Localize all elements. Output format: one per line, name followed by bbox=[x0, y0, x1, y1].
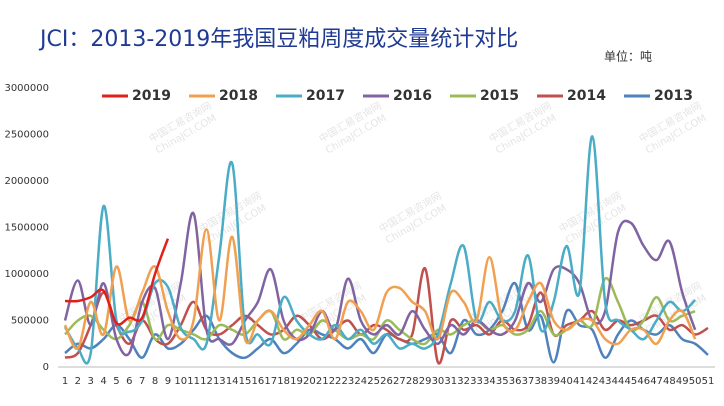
x-tick-label: 16 bbox=[252, 376, 265, 387]
x-tick-label: 43 bbox=[599, 376, 612, 387]
x-tick-label: 41 bbox=[573, 376, 586, 387]
x-tick-label: 4 bbox=[100, 376, 106, 387]
x-tick-label: 9 bbox=[165, 376, 171, 387]
series-line bbox=[63, 228, 697, 350]
x-tick-label: 28 bbox=[406, 376, 419, 387]
x-tick-label: 13 bbox=[213, 376, 226, 387]
legend-label: 2015 bbox=[480, 88, 519, 104]
x-tick-label: 44 bbox=[612, 376, 625, 387]
x-tick-label: 39 bbox=[547, 376, 560, 387]
x-tick-label: 51 bbox=[702, 376, 715, 387]
x-tick-label: 7 bbox=[139, 376, 145, 387]
x-tick-label: 42 bbox=[586, 376, 599, 387]
y-tick-label: 0 bbox=[43, 362, 49, 373]
x-tick-label: 21 bbox=[316, 376, 329, 387]
legend-label: 2017 bbox=[306, 88, 345, 104]
x-tick-label: 24 bbox=[354, 376, 367, 387]
x-tick-label: 49 bbox=[676, 376, 689, 387]
legend-label: 2018 bbox=[219, 88, 258, 104]
chart-title: JCI：2013-2019年我国豆粕周度成交量统计对比 bbox=[38, 27, 518, 52]
y-tick-label: 1000000 bbox=[4, 269, 49, 280]
x-tick-label: 34 bbox=[483, 376, 496, 387]
x-tick-label: 25 bbox=[367, 376, 380, 387]
x-tick-label: 30 bbox=[432, 376, 445, 387]
y-tick-label: 500000 bbox=[11, 316, 49, 327]
x-tick-label: 38 bbox=[534, 376, 547, 387]
x-tick-label: 15 bbox=[239, 376, 252, 387]
x-tick-label: 5 bbox=[113, 376, 119, 387]
y-tick-label: 3000000 bbox=[4, 83, 49, 94]
x-tick-label: 47 bbox=[650, 376, 663, 387]
legend-label: 2016 bbox=[393, 88, 432, 104]
x-tick-label: 11 bbox=[187, 376, 200, 387]
x-tick-label: 2 bbox=[75, 376, 81, 387]
series-line bbox=[64, 238, 170, 326]
x-tick-label: 50 bbox=[689, 376, 702, 387]
x-tick-label: 20 bbox=[303, 376, 316, 387]
x-tick-label: 22 bbox=[329, 376, 342, 387]
x-tick-label: 36 bbox=[509, 376, 522, 387]
x-tick-label: 23 bbox=[342, 376, 355, 387]
x-tick-label: 31 bbox=[444, 376, 457, 387]
series-line bbox=[63, 135, 697, 365]
legend-label: 2019 bbox=[132, 88, 171, 104]
x-tick-label: 6 bbox=[126, 376, 132, 387]
x-tick-label: 19 bbox=[290, 376, 303, 387]
y-tick-label: 2500000 bbox=[4, 130, 49, 141]
x-tick-label: 40 bbox=[560, 376, 573, 387]
x-tick-label: 27 bbox=[393, 376, 406, 387]
x-tick-label: 26 bbox=[380, 376, 393, 387]
y-tick-label: 1500000 bbox=[4, 223, 49, 234]
x-tick-label: 14 bbox=[226, 376, 239, 387]
x-tick-label: 35 bbox=[496, 376, 509, 387]
x-tick-label: 17 bbox=[264, 376, 277, 387]
x-tick-label: 3 bbox=[88, 376, 94, 387]
x-tick-label: 46 bbox=[637, 376, 650, 387]
x-tick-label: 12 bbox=[200, 376, 213, 387]
unit-label: 单位：吨 bbox=[604, 49, 652, 64]
legend-label: 2014 bbox=[567, 88, 606, 104]
x-tick-label: 37 bbox=[522, 376, 535, 387]
x-tick-label: 1 bbox=[62, 376, 68, 387]
x-tick-label: 48 bbox=[663, 376, 676, 387]
x-tick-label: 45 bbox=[624, 376, 637, 387]
series-line bbox=[64, 267, 709, 365]
x-tick-label: 18 bbox=[277, 376, 290, 387]
x-tick-label: 10 bbox=[174, 376, 187, 387]
x-tick-label: 29 bbox=[419, 376, 432, 387]
y-tick-label: 2000000 bbox=[4, 176, 49, 187]
x-tick-label: 32 bbox=[457, 376, 470, 387]
x-tick-label: 8 bbox=[152, 376, 158, 387]
legend-label: 2013 bbox=[654, 88, 693, 104]
x-tick-label: 33 bbox=[470, 376, 483, 387]
